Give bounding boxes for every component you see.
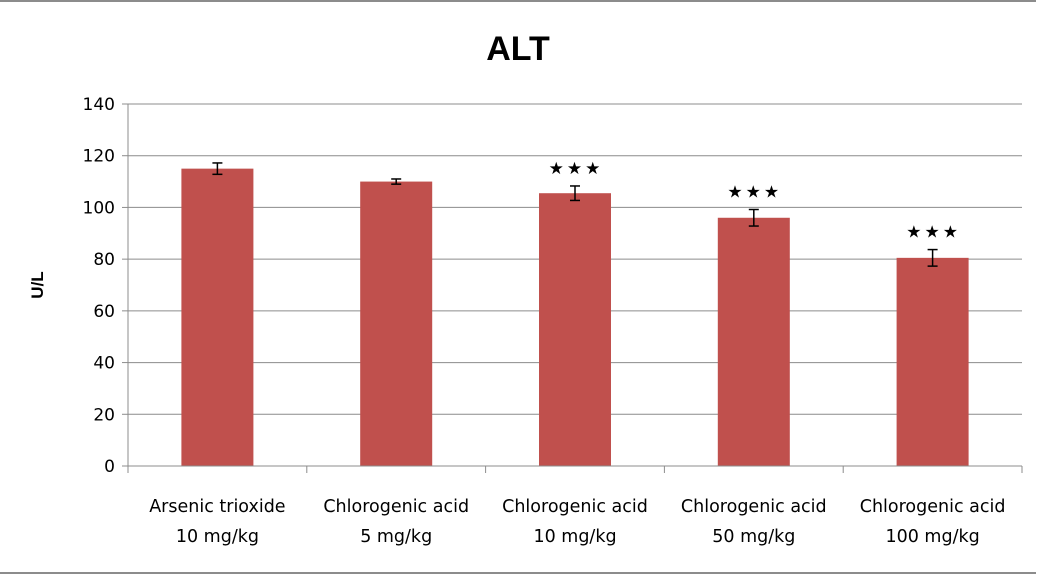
x-tick-label: Chlorogenic acid <box>502 497 648 517</box>
x-tick-label: 10 mg/kg <box>533 527 616 547</box>
x-tick-label: 50 mg/kg <box>712 527 795 547</box>
x-tick-label: Arsenic trioxide <box>149 497 285 517</box>
x-tick-label: 10 mg/kg <box>176 527 259 547</box>
bar <box>539 193 611 466</box>
y-tick-label: 20 <box>93 405 115 425</box>
bar <box>181 168 254 466</box>
bar <box>896 257 969 466</box>
x-tick-label: Chlorogenic acid <box>323 497 469 517</box>
bar <box>360 181 433 467</box>
y-axis-label: U/L <box>28 271 47 298</box>
y-tick-label: 0 <box>104 457 115 477</box>
significance-marker: ★★★ <box>727 182 782 202</box>
bar <box>717 217 790 466</box>
significance-marker: ★★★ <box>906 223 961 243</box>
x-tick-label: 5 mg/kg <box>360 527 432 547</box>
x-tick-label: Chlorogenic acid <box>681 497 827 517</box>
y-tick-label: 140 <box>83 95 115 115</box>
y-tick-label: 80 <box>93 250 115 270</box>
x-tick-label: Chlorogenic acid <box>860 497 1006 517</box>
y-tick-label: 40 <box>93 354 115 374</box>
y-tick-label: 100 <box>83 198 115 218</box>
chart-title: ALT <box>486 30 550 68</box>
y-tick-label: 120 <box>83 147 115 167</box>
x-tick-label: 100 mg/kg <box>885 527 979 547</box>
y-tick-label: 60 <box>93 302 115 322</box>
significance-marker: ★★★ <box>549 159 604 179</box>
